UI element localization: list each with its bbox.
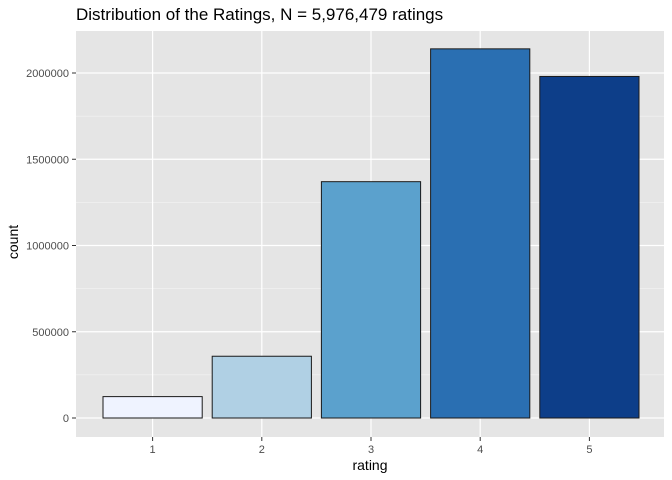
bar-rating-3	[320, 181, 422, 419]
y-tick-label: 500000	[32, 327, 69, 339]
bar-rating-1	[102, 396, 203, 419]
y-axis: 0 500000 1000000 1500000 2000000	[26, 68, 76, 425]
x-tick-label: 1	[150, 444, 156, 456]
x-tick-label: 3	[368, 444, 374, 456]
chart-title: Distribution of the Ratings, N = 5,976,4…	[76, 5, 443, 24]
bar-rating-5	[539, 75, 640, 419]
x-tick-label: 2	[259, 444, 265, 456]
y-axis-title: count	[5, 225, 21, 259]
x-tick-label: 5	[586, 444, 592, 456]
y-tick-label: 0	[63, 413, 69, 425]
bars	[102, 48, 640, 419]
y-tick-label: 1000000	[26, 241, 69, 253]
y-tick-label: 2000000	[26, 68, 69, 80]
bar-rating-4	[430, 48, 531, 419]
x-axis-title: rating	[352, 457, 387, 473]
x-tick-label: 4	[477, 444, 483, 456]
y-tick-label: 1500000	[26, 154, 69, 166]
bar-rating-2	[211, 355, 312, 419]
x-axis: 1 2 3 4 5	[150, 437, 592, 456]
